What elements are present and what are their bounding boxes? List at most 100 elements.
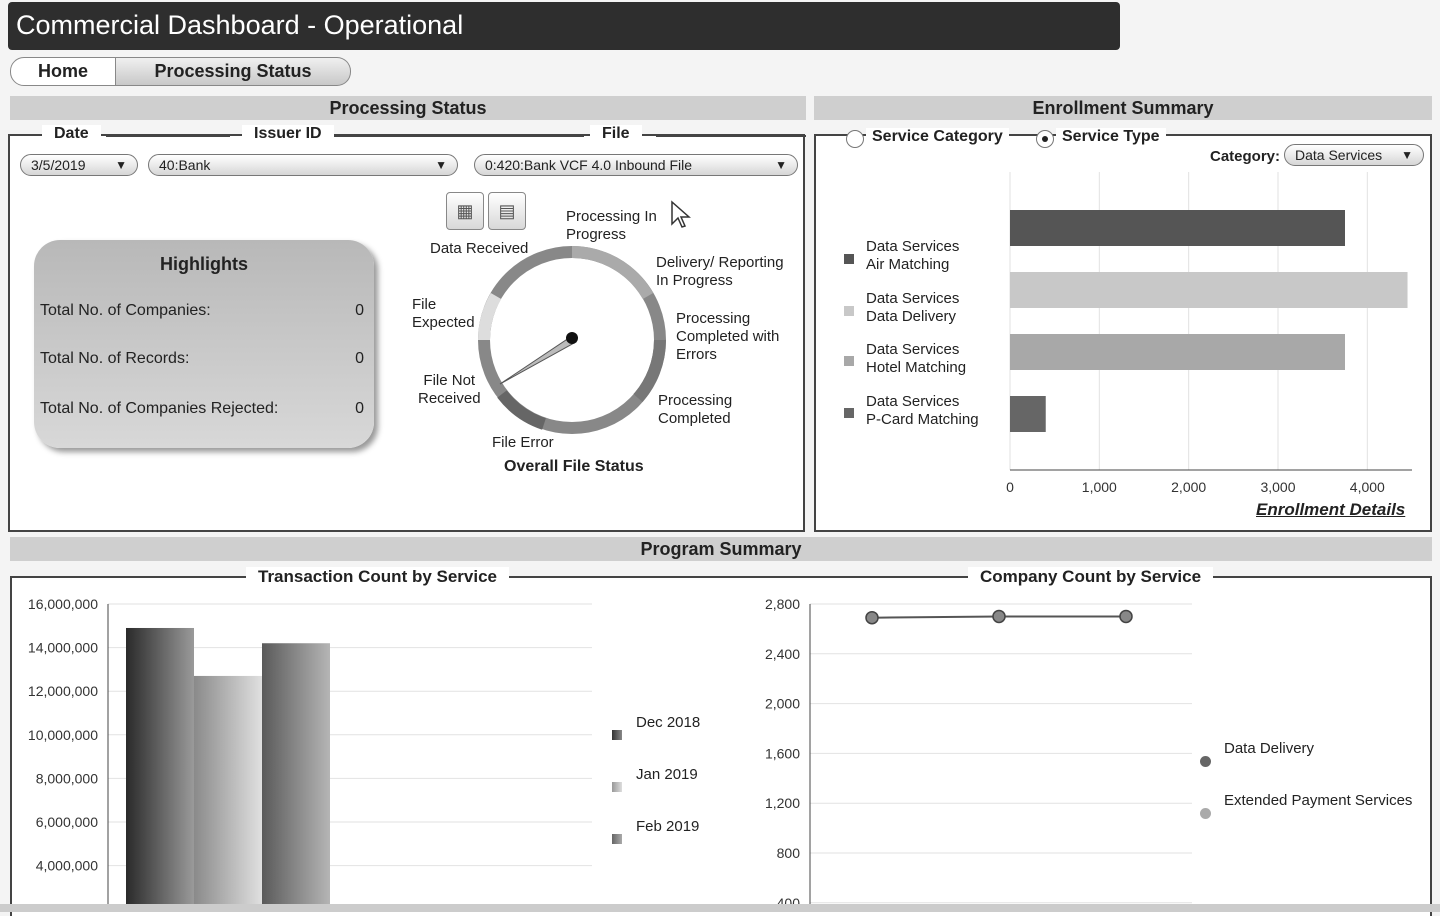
file-label: File (590, 125, 642, 143)
legend-item: Data Services P-Card Matching (866, 393, 979, 428)
gauge-segment (633, 339, 666, 402)
x-tick-label: 0 (1006, 479, 1014, 495)
bar (262, 643, 330, 912)
enrollment-details-link[interactable]: Enrollment Details (1256, 500, 1406, 519)
radio-service-category[interactable] (846, 130, 864, 148)
x-tick-label: 2,000 (1171, 479, 1206, 495)
export-pdf-icon[interactable]: ▤ (488, 192, 526, 230)
processing-status-header: Processing Status (10, 96, 806, 120)
divider (106, 135, 230, 137)
divider (334, 135, 584, 137)
legend-item: Data Services Hotel Matching (866, 341, 967, 376)
bar (1010, 210, 1345, 246)
highlights-card: Highlights Total No. of Companies: 0 Tot… (34, 240, 374, 448)
gauge-label-data-received: Data Received (430, 240, 529, 257)
x-tick-label: 4,000 (1350, 479, 1385, 495)
enrollment-bar-chart: 0 1,000 2,000 3,000 4,000 (1006, 172, 1412, 495)
chevron-down-icon: ▼ (115, 158, 127, 172)
tab-home[interactable]: Home (10, 57, 116, 86)
gauge-label-not-received: File Not Received (418, 372, 481, 407)
processing-status-panel: Date Issuer ID File 3/5/2019 ▼ 40:Bank ▼… (8, 125, 806, 532)
category-value: Data Services (1295, 147, 1383, 163)
program-summary-header: Program Summary (10, 537, 1432, 561)
chevron-down-icon: ▼ (775, 158, 787, 172)
highlight-label: Total No. of Records: (40, 350, 190, 367)
co-legend-item: Extended Payment Services (1224, 792, 1413, 809)
highlight-value: 0 (355, 400, 364, 417)
highlight-row: Total No. of Records: 0 (40, 350, 364, 368)
program-summary-panel: Transaction Count by Service Company Cou… (10, 567, 1432, 916)
date-label: Date (42, 125, 101, 143)
bar (1010, 334, 1345, 370)
gauge-label-file-error: File Error (492, 434, 554, 451)
legend-item: Data Services Data Delivery (866, 290, 960, 325)
enrollment-summary-panel: Service Category Service Type Category: … (814, 128, 1432, 532)
gauge-label-expected: File Expected (412, 296, 475, 331)
y-tick-label: 8,000,000 (36, 770, 98, 786)
issuer-label: Issuer ID (242, 125, 334, 143)
y-tick-label: 1,600 (765, 745, 800, 761)
enrollment-summary-header: Enrollment Summary (814, 96, 1432, 120)
company-chart-title: Company Count by Service (968, 567, 1214, 587)
radio-label-service-category: Service Category (866, 128, 1009, 146)
tx-legend-item: Jan 2019 (636, 766, 698, 783)
gauge-label-in-progress: Processing In Progress (566, 208, 657, 243)
tx-legend-item: Dec 2018 (636, 714, 701, 731)
bar (194, 675, 262, 912)
file-value: 0:420:Bank VCF 4.0 Inbound File (485, 157, 693, 173)
file-select[interactable]: 0:420:Bank VCF 4.0 Inbound File ▼ (474, 154, 798, 176)
category-label: Category: (1210, 148, 1281, 165)
data-point (865, 610, 879, 625)
tab-processing-status[interactable]: Processing Status (116, 57, 351, 86)
app-title: Commercial Dashboard - Operational (16, 10, 464, 40)
file-status-gauge (478, 246, 666, 434)
y-tick-label: 1,200 (765, 795, 800, 811)
y-tick-label: 800 (777, 845, 801, 861)
gauge-hub (566, 332, 578, 344)
export-excel-icon[interactable]: ▦ (446, 192, 484, 230)
y-tick-label: 6,000,000 (36, 814, 98, 830)
chevron-down-icon: ▼ (435, 158, 447, 172)
bar (126, 627, 194, 912)
cursor-icon (671, 200, 691, 228)
bar (1010, 396, 1046, 432)
category-select[interactable]: Data Services ▼ (1284, 144, 1424, 166)
radio-service-type[interactable] (1036, 130, 1054, 148)
legend-swatch (844, 356, 854, 366)
transaction-count-chart: 16,000,000 14,000,000 12,000,000 10,000,000… (28, 596, 592, 912)
y-tick-label: 2,800 (765, 596, 800, 612)
y-tick-label: 2,000 (765, 696, 800, 712)
y-tick-label: 4,000,000 (36, 858, 98, 874)
transaction-chart-title: Transaction Count by Service (246, 567, 510, 587)
highlight-label: Total No. of Companies: (40, 302, 211, 319)
gauge-segment (571, 246, 654, 300)
horizontal-scrollbar[interactable] (0, 904, 1440, 912)
gauge-label-delivery: Delivery/ Reporting In Progress (656, 254, 784, 289)
gauge-title: Overall File Status (504, 458, 644, 475)
gauge-segment (478, 292, 502, 341)
app-title-bar: Commercial Dashboard - Operational (8, 2, 1120, 50)
gauge-label-completed: Processing Completed (658, 392, 733, 427)
highlights-title: Highlights (160, 254, 248, 274)
tx-legend-item: Feb 2019 (636, 818, 700, 835)
tab-bar: Home Processing Status (10, 57, 351, 86)
highlight-row: Total No. of Companies: 0 (40, 302, 364, 320)
divider (656, 135, 806, 137)
legend-swatch (612, 782, 622, 792)
y-tick-label: 14,000,000 (28, 640, 98, 656)
legend-swatch (612, 834, 622, 844)
data-point (992, 609, 1006, 624)
y-tick-label: 12,000,000 (28, 683, 98, 699)
date-select[interactable]: 3/5/2019 ▼ (20, 154, 138, 176)
bar (1010, 272, 1408, 308)
legend-swatch (612, 730, 622, 740)
y-tick-label: 10,000,000 (28, 727, 98, 743)
legend-swatch (844, 306, 854, 316)
gauge-label-errors: Processing Completed with Errors (676, 310, 780, 363)
legend-swatch (1200, 808, 1211, 819)
issuer-value: 40:Bank (159, 157, 211, 173)
x-tick-label: 1,000 (1082, 479, 1117, 495)
highlight-row: Total No. of Companies Rejected: 0 (40, 400, 364, 418)
issuer-select[interactable]: 40:Bank ▼ (148, 154, 458, 176)
